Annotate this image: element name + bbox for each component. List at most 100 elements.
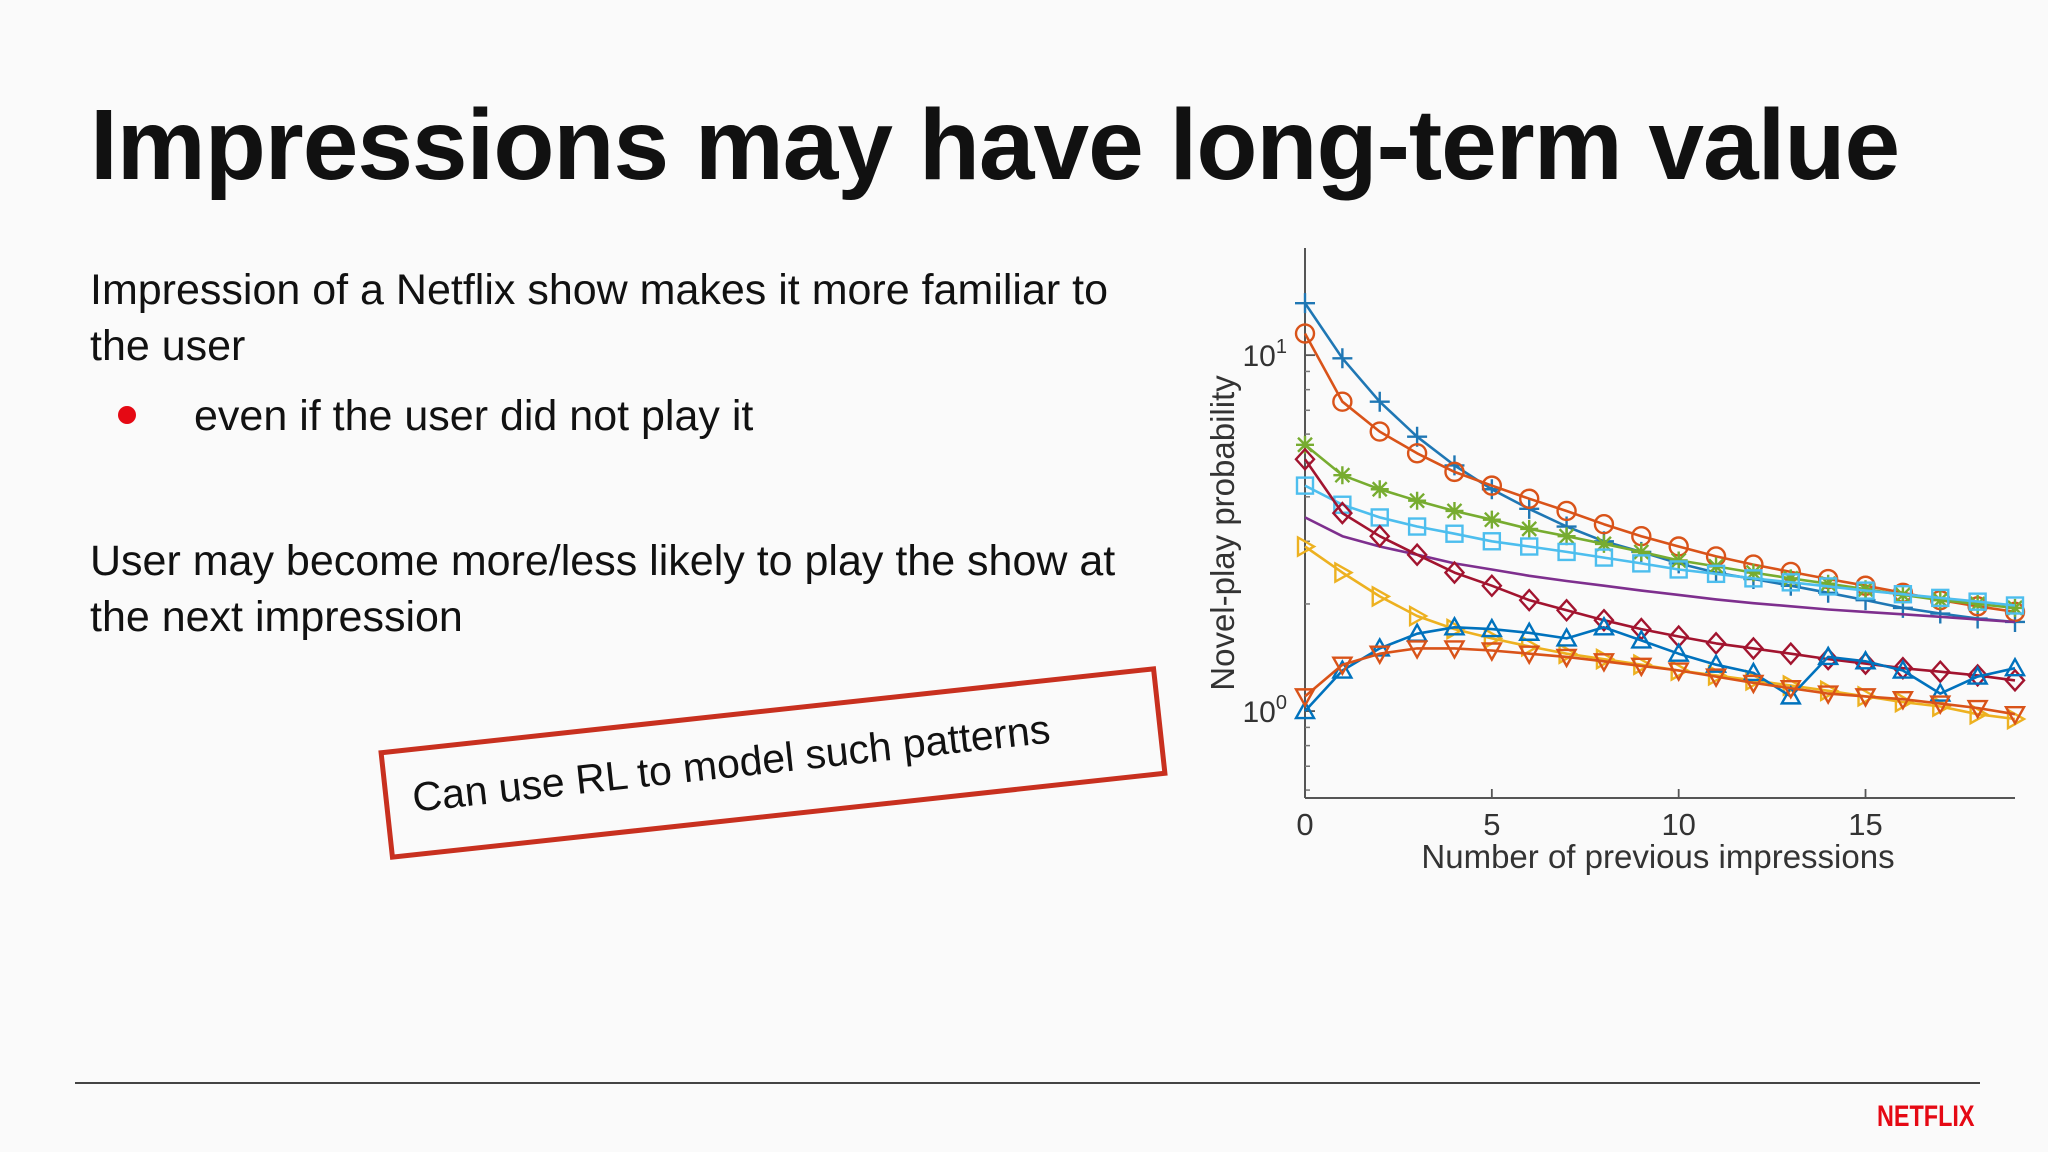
triangle-up-marker	[2003, 656, 2027, 677]
square-marker	[1781, 573, 1800, 592]
series-line	[1303, 302, 2016, 624]
square-marker	[1706, 564, 1726, 584]
diamond-marker	[1593, 608, 1615, 633]
triangle-down-marker	[1705, 668, 1728, 689]
star-marker	[1520, 519, 1539, 538]
triangle-right-marker	[1296, 535, 1317, 558]
star-marker	[1856, 580, 1875, 599]
x-tick-label: 5	[1483, 807, 1500, 842]
square-marker	[1632, 554, 1651, 573]
series-line	[1304, 625, 2016, 712]
series-9	[1293, 640, 2027, 726]
star-marker	[1931, 591, 1950, 610]
circle-marker	[1481, 475, 1503, 496]
star-marker	[1632, 542, 1651, 561]
star-marker	[1408, 491, 1427, 510]
diamond-marker	[1518, 588, 1540, 612]
triangle-up-marker	[1854, 649, 1877, 670]
triangle-up-marker	[1592, 615, 1615, 636]
bullet-text: even if the user did not play it	[194, 392, 754, 440]
plus-marker	[1295, 293, 1315, 314]
triangle-down-marker	[1929, 695, 1952, 716]
circle-marker	[1444, 461, 1465, 483]
diamond-marker	[1294, 447, 1316, 472]
square-marker	[1893, 585, 1913, 604]
square-marker	[2005, 596, 2025, 615]
netflix-logo: NETFLIX	[1877, 1100, 1975, 1133]
square-marker	[1594, 548, 1614, 567]
star-marker	[1557, 527, 1576, 546]
square-marker	[1482, 532, 1502, 551]
series-3	[1296, 435, 2024, 617]
star-marker	[1781, 569, 1800, 588]
triangle-up-marker	[1891, 659, 1914, 679]
triangle-down-marker	[1667, 662, 1690, 682]
triangle-down-marker	[1331, 656, 1354, 677]
star-marker	[1333, 466, 1352, 485]
triangle-down-marker	[1293, 688, 1317, 708]
bullet-dot-icon	[118, 406, 136, 424]
diamond-marker	[1817, 647, 1839, 671]
square-marker	[1856, 581, 1875, 600]
star-marker	[1968, 594, 1987, 613]
triangle-down-marker	[1443, 640, 1466, 660]
triangle-down-marker	[1368, 645, 1391, 666]
triangle-up-marker	[1630, 628, 1653, 649]
triangle-down-marker	[1555, 648, 1578, 669]
triangle-up-marker	[1966, 665, 1989, 685]
square-marker	[1520, 537, 1539, 556]
paragraph-likelihood: User may become more/less likely to play…	[90, 537, 1116, 641]
triangle-down-marker	[1630, 657, 1653, 678]
circle-marker	[1593, 514, 1615, 535]
series-1	[1295, 293, 2025, 632]
diamond-marker	[1742, 636, 1765, 661]
plus-marker	[1369, 391, 1390, 412]
diamond-marker	[1780, 641, 1802, 666]
triangle-down-marker	[1966, 699, 1989, 720]
triangle-right-marker	[1408, 604, 1429, 628]
chart-series-group	[1293, 293, 2027, 731]
triangle-up-marker	[1742, 661, 1765, 682]
triangle-right-marker	[1969, 703, 1990, 726]
square-marker	[1744, 569, 1763, 588]
triangle-up-marker	[1667, 642, 1690, 662]
chart-axes	[1304, 248, 2015, 799]
diamond-marker	[1929, 659, 1951, 684]
circle-marker	[1294, 323, 1316, 344]
series-4	[1295, 476, 2025, 615]
square-marker	[1669, 560, 1688, 579]
star-marker	[1819, 574, 1838, 593]
triangle-down-marker	[1480, 642, 1503, 662]
chart-ticks: 0 5 10 15 100 101	[1243, 336, 1883, 842]
series-line	[1304, 516, 2016, 624]
diamond-marker	[1369, 524, 1391, 548]
triangle-down-marker	[1406, 640, 1429, 660]
triangle-up-marker	[1817, 645, 1840, 666]
y-tick-label: 101	[1243, 336, 1288, 373]
series-6	[1294, 447, 2026, 693]
triangle-up-marker	[1555, 626, 1578, 647]
series-2	[1294, 323, 2026, 623]
series-5	[1304, 516, 2016, 624]
footer-divider	[75, 1082, 1980, 1084]
triangle-down-marker	[2003, 706, 2027, 726]
triangle-up-marker	[1518, 621, 1541, 641]
paragraph-familiarity: Impression of a Netflix show makes it mo…	[90, 266, 1108, 370]
square-marker	[1931, 588, 1950, 608]
circle-marker	[1519, 488, 1540, 509]
square-marker	[1445, 524, 1464, 543]
triangle-down-marker	[1518, 645, 1541, 666]
square-marker	[1295, 476, 1315, 495]
circle-marker	[1332, 391, 1353, 412]
star-marker	[1445, 501, 1464, 520]
y-axis-label: Novel-play probability	[1204, 375, 1241, 691]
triangle-up-marker	[1779, 684, 1802, 705]
triangle-down-marker	[1817, 685, 1840, 706]
square-marker	[1557, 542, 1576, 562]
circle-marker	[1369, 421, 1390, 442]
series-line	[1304, 484, 2016, 607]
triangle-right-marker	[1334, 561, 1354, 584]
x-tick-label: 10	[1661, 807, 1695, 842]
triangle-right-marker	[1371, 585, 1392, 608]
diamond-marker	[2004, 668, 2026, 693]
